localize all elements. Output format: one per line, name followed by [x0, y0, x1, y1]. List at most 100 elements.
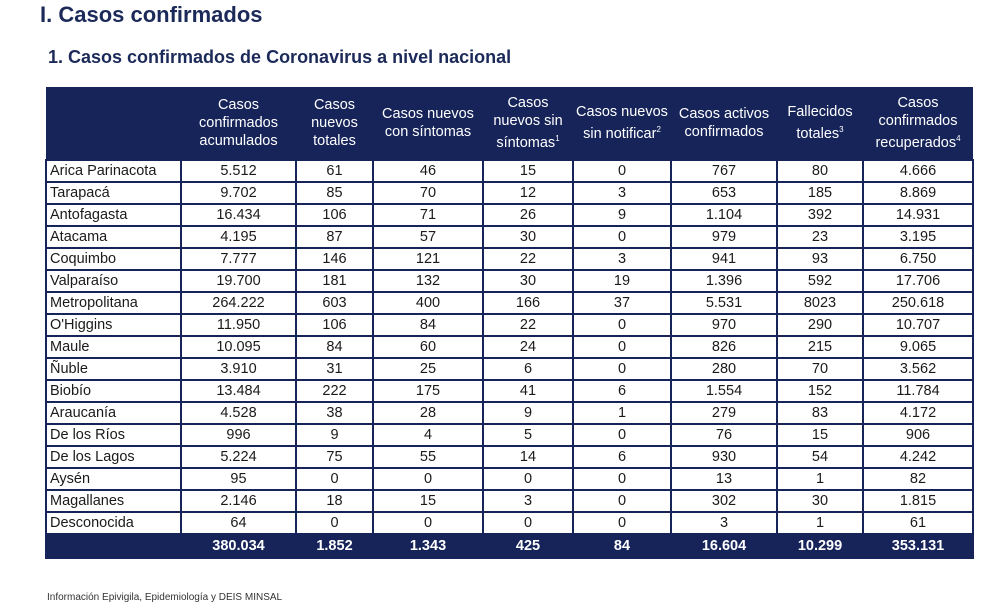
table-cell: 2.146	[180, 489, 297, 513]
region-name: Arica Parinacota	[45, 159, 182, 183]
table-cell: 3	[482, 489, 574, 513]
total-cell: 16.604	[670, 533, 778, 559]
column-header-label: Casos confirmados acumulados	[199, 97, 278, 149]
region-name: Antofagasta	[45, 203, 182, 227]
table-cell: 30	[482, 269, 574, 293]
totals-row: 380.034 1.852 1.343 425 84 16.604 10.299 353.13…	[45, 533, 974, 559]
table-cell: 4.528	[180, 401, 297, 425]
table-row: Atacama 4.195 87 57 30 0 979 23 3.195	[45, 225, 974, 249]
table-cell: 0	[372, 511, 484, 535]
table-cell: 4.666	[862, 159, 974, 183]
region-name: Aysén	[45, 467, 182, 491]
table-cell: 132	[372, 269, 484, 293]
table-cell: 57	[372, 225, 484, 249]
table-cell: 6	[572, 379, 672, 403]
table-row: De los Lagos 5.224 75 55 14 6 930 54 4.242	[45, 445, 974, 469]
table-cell: 941	[670, 247, 778, 271]
table-cell: 70	[372, 181, 484, 205]
table-cell: 0	[372, 467, 484, 491]
table-cell: 31	[295, 357, 374, 381]
table-row: Maule 10.095 84 60 24 0 826 215 9.065	[45, 335, 974, 359]
table-cell: 0	[572, 511, 672, 535]
table-cell: 3	[572, 181, 672, 205]
table-cell: 9	[572, 203, 672, 227]
table-cell: 970	[670, 313, 778, 337]
table-cell: 7.777	[180, 247, 297, 271]
table-cell: 84	[372, 313, 484, 337]
table-cell: 826	[670, 335, 778, 359]
table-cell: 1	[776, 467, 864, 491]
table-row: De los Ríos 996 9 4 5 0 76 15 906	[45, 423, 974, 447]
table-cell: 0	[572, 225, 672, 249]
table-cell: 18	[295, 489, 374, 513]
table-cell: 592	[776, 269, 864, 293]
table-cell: 0	[572, 423, 672, 447]
column-header: Casos nuevos sin síntomas1	[483, 87, 573, 160]
region-name: Atacama	[45, 225, 182, 249]
table-cell: 400	[372, 291, 484, 315]
total-cell: 1.343	[372, 533, 484, 559]
table-row: Desconocida 64 0 0 0 0 3 1 61	[45, 511, 974, 535]
table-cell: 13	[670, 467, 778, 491]
total-cell: 84	[572, 533, 672, 559]
table-row: O'Higgins 11.950 106 84 22 0 970 290 10.707	[45, 313, 974, 337]
table-cell: 8.869	[862, 181, 974, 205]
table-cell: 250.618	[862, 291, 974, 315]
table-cell: 1.554	[670, 379, 778, 403]
table-cell: 64	[180, 511, 297, 535]
total-cell: 1.852	[295, 533, 374, 559]
table-cell: 70	[776, 357, 864, 381]
table-cell: 60	[372, 335, 484, 359]
table-row: Valparaíso 19.700 181 132 30 19 1.396 592 17.706	[45, 269, 974, 293]
table-cell: 152	[776, 379, 864, 403]
table-cell: 603	[295, 291, 374, 315]
table-cell: 8023	[776, 291, 864, 315]
footnote-marker: 3	[839, 125, 844, 135]
table-row: Arica Parinacota 5.512 61 46 15 0 767 80 4.666	[45, 159, 974, 183]
table-cell: 93	[776, 247, 864, 271]
table-cell: 279	[670, 401, 778, 425]
total-cell: 380.034	[180, 533, 297, 559]
table-cell: 10.095	[180, 335, 297, 359]
table-cell: 4.242	[862, 445, 974, 469]
table-cell: 1.104	[670, 203, 778, 227]
column-header: Casos activos confirmados	[671, 87, 777, 160]
region-name: O'Higgins	[45, 313, 182, 337]
table-cell: 767	[670, 159, 778, 183]
table-cell: 146	[295, 247, 374, 271]
table-cell: 0	[572, 357, 672, 381]
table-cell: 14	[482, 445, 574, 469]
table-cell: 3.562	[862, 357, 974, 381]
table-cell: 5	[482, 423, 574, 447]
table-cell: 15	[372, 489, 484, 513]
footnote-marker: 4	[956, 134, 961, 144]
table-cell: 0	[572, 489, 672, 513]
table-cell: 930	[670, 445, 778, 469]
table-cell: 95	[180, 467, 297, 491]
table-cell: 979	[670, 225, 778, 249]
table-cell: 11.950	[180, 313, 297, 337]
table-cell: 0	[482, 511, 574, 535]
table-cell: 1	[776, 511, 864, 535]
column-header-label: Casos nuevos totales	[311, 97, 358, 149]
table-cell: 106	[295, 203, 374, 227]
table-cell: 1	[572, 401, 672, 425]
region-name: Magallanes	[45, 489, 182, 513]
table-cell: 82	[862, 467, 974, 491]
table-cell: 25	[372, 357, 484, 381]
table-cell: 392	[776, 203, 864, 227]
section-title: I. Casos confirmados	[40, 2, 263, 27]
region-name: Biobío	[45, 379, 182, 403]
table-cell: 11.784	[862, 379, 974, 403]
column-header-label: Casos confirmados recuperados	[875, 95, 958, 151]
table-cell: 9.065	[862, 335, 974, 359]
region-name: De los Ríos	[45, 423, 182, 447]
table-cell: 0	[572, 159, 672, 183]
column-header: Casos nuevos totales	[296, 87, 373, 160]
table-cell: 0	[482, 467, 574, 491]
region-name: Valparaíso	[45, 269, 182, 293]
table-cell: 16.434	[180, 203, 297, 227]
table-cell: 22	[482, 247, 574, 271]
table-cell: 85	[295, 181, 374, 205]
table-cell: 906	[862, 423, 974, 447]
